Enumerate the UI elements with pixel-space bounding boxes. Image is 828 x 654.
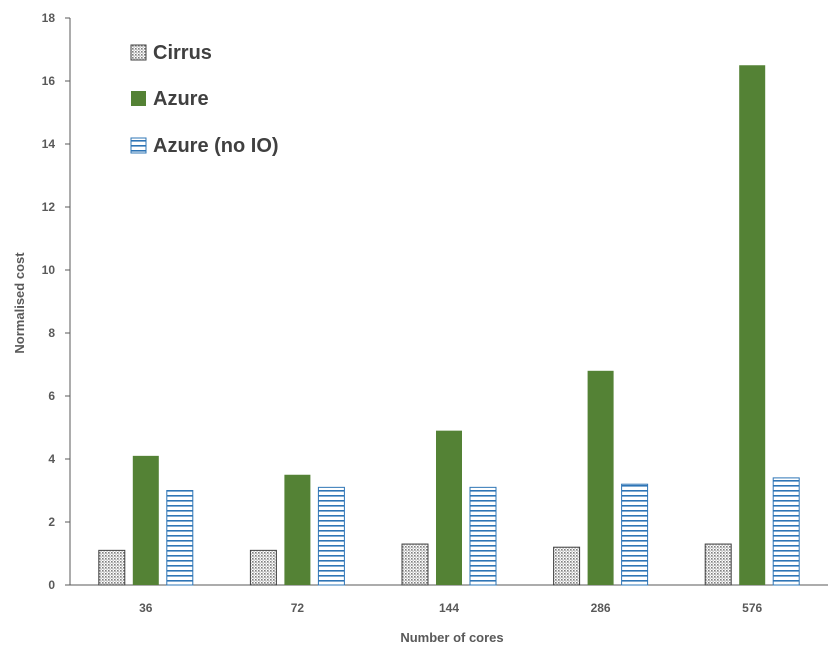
bar-azure-no-io-286 [621, 483, 649, 586]
bar-azure-144 [436, 430, 462, 585]
y-tick-label: 14 [42, 137, 56, 151]
x-tick-label: 144 [439, 601, 459, 615]
x-tick-label: 286 [591, 601, 611, 615]
legend-swatch [130, 137, 147, 154]
y-tick-label: 2 [48, 515, 55, 529]
bar-cirrus-286 [553, 546, 581, 586]
bar-azure-286 [587, 370, 614, 585]
legend-label: Azure [153, 88, 209, 110]
bar-azure-no-io-36 [166, 490, 194, 586]
x-tick-label: 72 [291, 601, 305, 615]
x-tick-label: 576 [742, 601, 762, 615]
bar-azure-36 [132, 455, 159, 585]
y-tick-label: 18 [42, 11, 56, 25]
bar-cirrus-72 [249, 549, 277, 586]
bar-azure-576 [739, 65, 766, 585]
bar-azure-no-io-144 [469, 486, 497, 586]
y-tick-label: 10 [42, 263, 56, 277]
bar-azure-no-io-72 [317, 486, 345, 586]
y-tick-label: 4 [48, 452, 55, 466]
y-axis: 0 2 4 6 8 10 12 14 16 18 [42, 11, 71, 592]
legend-label: Azure (no IO) [153, 135, 279, 157]
y-tick-label: 12 [42, 200, 56, 214]
bars [98, 65, 800, 586]
y-axis-title: Normalised cost [12, 252, 27, 354]
x-axis-title: Number of cores [400, 630, 503, 645]
bar-azure-72 [284, 474, 311, 585]
legend: Cirrus Azure Azure (no IO) [130, 42, 279, 157]
legend-label: Cirrus [153, 42, 212, 64]
bar-cirrus-36 [98, 549, 126, 586]
y-tick-label: 0 [48, 578, 55, 592]
x-tick-label: 36 [139, 601, 153, 615]
x-axis: 36 72 144 286 576 [70, 584, 828, 615]
bar-cirrus-144 [401, 543, 429, 586]
legend-swatch [130, 44, 147, 61]
bar-azure-no-io-576 [772, 477, 800, 586]
legend-swatch [131, 91, 146, 106]
y-tick-label: 6 [48, 389, 55, 403]
bar-cirrus-576 [704, 543, 732, 586]
y-tick-label: 8 [48, 326, 55, 340]
y-tick-label: 16 [42, 74, 56, 88]
